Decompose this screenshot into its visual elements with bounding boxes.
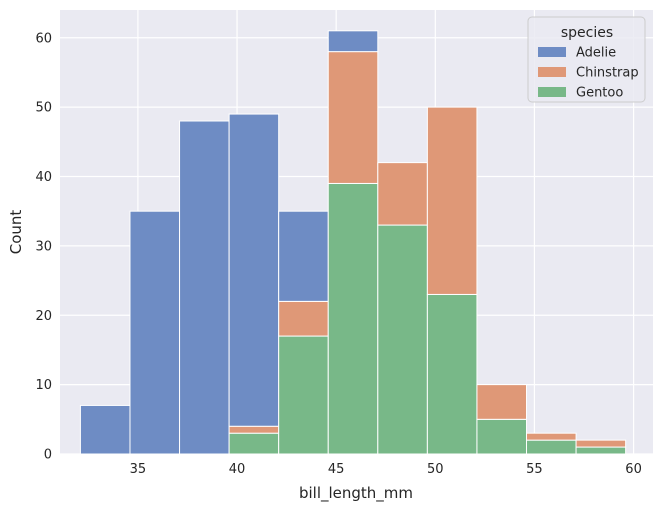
legend-label-chinstrap: Chinstrap [576, 66, 639, 81]
y-axis-label: Count [7, 210, 25, 255]
bar-gentoo [377, 224, 428, 455]
bar-gentoo [327, 182, 379, 455]
bar-chinstrap [327, 51, 379, 184]
legend-swatch-chinstrap [538, 67, 566, 77]
y-tick-label: 50 [35, 101, 52, 116]
bar-adelie [179, 120, 230, 455]
bar-chinstrap [476, 384, 528, 420]
bar-chinstrap [377, 162, 428, 226]
bar-adelie [278, 210, 329, 302]
bar-adelie [79, 404, 131, 455]
bar-chinstrap [278, 300, 329, 337]
bar-adelie [327, 30, 379, 53]
y-tick-label: 20 [35, 309, 52, 324]
y-tick-labels: 0 10 20 30 40 50 60 [35, 31, 52, 462]
bars [79, 30, 627, 455]
y-tick-label: 40 [35, 170, 52, 185]
bar-chinstrap [526, 432, 577, 441]
x-tick-labels: 35 40 45 50 55 60 [130, 462, 642, 477]
y-tick-label: 0 [44, 448, 52, 463]
legend-title: species [561, 25, 613, 41]
bar-gentoo [526, 439, 577, 455]
y-tick-label: 10 [35, 378, 52, 393]
bar-gentoo [426, 293, 478, 455]
bar-chinstrap [426, 106, 478, 295]
y-tick-label: 60 [35, 31, 52, 46]
bar-chinstrap [228, 425, 280, 434]
x-axis-label: bill_length_mm [299, 484, 413, 503]
bar-gentoo [575, 446, 627, 455]
legend-label-gentoo: Gentoo [576, 86, 623, 101]
bar-adelie [129, 210, 181, 455]
bar-adelie [228, 113, 280, 427]
legend-swatch-gentoo [538, 87, 566, 97]
legend: species Adelie Chinstrap Gentoo [527, 16, 646, 103]
legend-label-adelie: Adelie [576, 46, 616, 61]
y-tick-label: 30 [35, 239, 52, 254]
x-tick-label: 50 [427, 462, 444, 477]
bar-gentoo [476, 418, 528, 455]
legend-swatch-adelie [538, 47, 566, 57]
x-tick-label: 55 [526, 462, 543, 477]
bar-gentoo [228, 432, 280, 455]
bar-chinstrap [575, 439, 627, 448]
x-tick-label: 40 [229, 462, 246, 477]
x-tick-label: 60 [625, 462, 642, 477]
legend-box [527, 16, 646, 103]
bar-gentoo [278, 335, 329, 455]
x-tick-label: 35 [130, 462, 147, 477]
x-tick-label: 45 [328, 462, 345, 477]
